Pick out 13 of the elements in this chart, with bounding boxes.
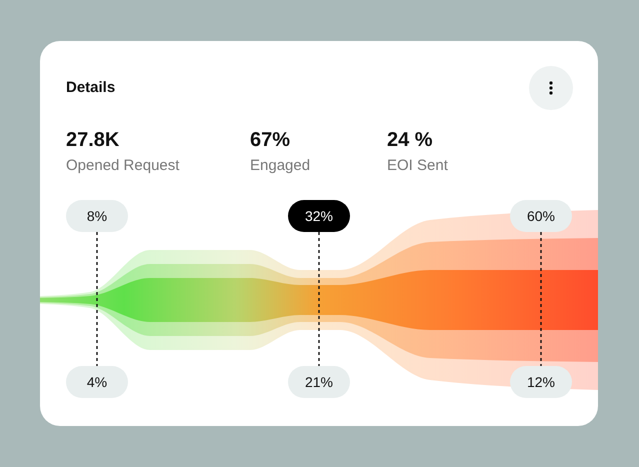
text: Engaged xyxy=(250,157,310,174)
data-label: 12% xyxy=(526,374,556,390)
text: 27.8K xyxy=(66,129,120,151)
text: 67% xyxy=(250,129,290,151)
data-label: 8% xyxy=(86,208,108,224)
text: Details xyxy=(66,79,116,96)
data-label: 4% xyxy=(86,374,108,390)
text: 24 % xyxy=(387,129,433,151)
text: EOI Sent xyxy=(387,157,449,174)
data-label: 60% xyxy=(526,208,556,224)
data-label: 32% xyxy=(304,208,334,224)
data-label: 21% xyxy=(304,374,334,390)
text: Opened Request xyxy=(66,157,180,174)
